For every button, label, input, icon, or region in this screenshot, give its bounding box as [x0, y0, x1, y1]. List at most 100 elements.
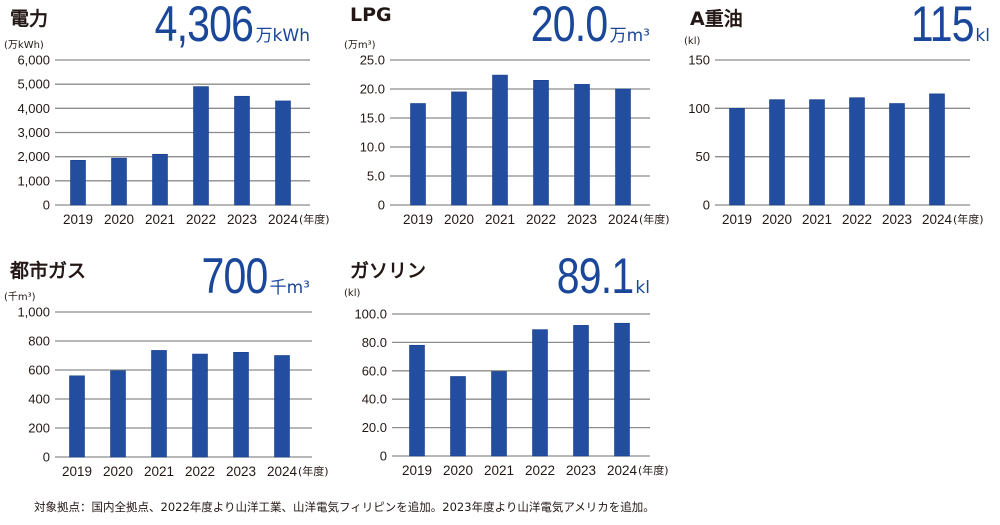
chart-title: 電力 — [10, 8, 49, 30]
x-tick-label: 2020 — [762, 212, 792, 227]
bar — [769, 99, 785, 206]
bar — [492, 74, 508, 206]
chart-panel-gasoline: ガソリン (kl) 89.1 kl 0 20.0 40.0 60.0 80.0 100.0 2… — [340, 250, 670, 492]
x-tick-label: 2023 — [566, 463, 596, 478]
bar — [450, 376, 466, 457]
x-tick-label: 2022 — [842, 212, 872, 227]
x-tick-label: 2022 — [186, 212, 216, 227]
y-tick-label: 80.0 — [362, 335, 387, 350]
y-tick-label: 5,000 — [17, 77, 50, 92]
x-axis-suffix: (年度) — [638, 463, 669, 477]
bar — [809, 99, 825, 206]
chart-title: A重油 — [690, 8, 743, 30]
y-axis-unit: (千m³) — [4, 292, 36, 303]
x-tick-label: 2020 — [444, 212, 474, 227]
bar — [451, 91, 467, 206]
chart-panel-electricity: 電力 (万kWh) 4,306 万kWh 0 1,000 2,000 3,000 4,00… — [0, 0, 330, 240]
headline-unit: 千m³ — [269, 278, 310, 298]
x-tick-label: 2019 — [403, 212, 433, 227]
y-tick-label: 1,000 — [17, 305, 50, 320]
headline-number: 89.1 — [556, 248, 634, 304]
y-tick-label: 800 — [28, 334, 50, 349]
y-tick-label: 3,000 — [17, 125, 50, 140]
y-tick-label: 0 — [43, 198, 50, 213]
x-tick-label: 2024 — [607, 463, 638, 478]
bar — [234, 95, 250, 206]
x-tick-label: 2022 — [526, 212, 556, 227]
chart-panel-lpg: LPG (万m³) 20.0 万m³ 0 5.0 10.0 15.0 20.0 25.0 20… — [340, 0, 670, 240]
y-tick-label: 2,000 — [17, 149, 50, 164]
x-tick-label: 2021 — [802, 212, 832, 227]
chart-panel-heavy-oil-a: A重油 (kl) 115 kl 0 50 100 150 2019 2020 2021 2022… — [680, 0, 1000, 240]
chart-panel-city-gas: 都市ガス (千m³) 700 千m³ 0 200 400 600 800 1,000 2019… — [0, 250, 330, 492]
y-axis-unit: (万m³) — [344, 40, 376, 51]
headline-unit: 万m³ — [609, 26, 650, 46]
x-tick-label: 2020 — [104, 212, 134, 227]
bar — [491, 371, 507, 457]
x-tick-label: 2021 — [484, 463, 514, 478]
x-tick-label: 2024 — [267, 464, 298, 479]
chart-title: 都市ガス — [10, 260, 87, 282]
x-tick-label: 2021 — [145, 212, 175, 227]
bar — [409, 344, 425, 457]
bar — [533, 80, 549, 206]
x-tick-label: 2023 — [882, 212, 912, 227]
x-tick-label: 2023 — [567, 212, 597, 227]
y-axis-unit: (kl) — [344, 288, 361, 299]
bar — [929, 93, 945, 206]
chart-title: ガソリン — [350, 260, 427, 282]
y-tick-label: 0 — [43, 450, 50, 465]
x-tick-label: 2019 — [402, 463, 432, 478]
headline-value: 20.0 万m³ — [514, 0, 650, 50]
bar — [111, 157, 127, 206]
x-tick-label: 2022 — [185, 464, 215, 479]
x-axis-suffix: (年度) — [298, 464, 329, 478]
bar-chart: 0 50 100 150 2019 2020 2021 2022 2023 2024 (年度) — [688, 53, 983, 228]
bar-chart: 0 200 400 600 800 1,000 2019 2020 2021 2022 2023 20… — [17, 305, 329, 480]
bar-chart: 0 20.0 40.0 60.0 80.0 100.0 2019 2020 2021 2022 20… — [354, 307, 669, 479]
x-axis-suffix: (年度) — [639, 212, 670, 226]
y-tick-label: 150 — [688, 53, 710, 68]
y-tick-label: 1,000 — [17, 173, 50, 188]
bar — [193, 86, 209, 206]
headline-unit: 万kWh — [255, 26, 310, 46]
y-tick-label: 100 — [688, 101, 710, 116]
bar — [729, 108, 745, 206]
x-tick-label: 2022 — [525, 463, 555, 478]
x-tick-label: 2024 — [268, 212, 299, 227]
bar-chart: 0 5.0 10.0 15.0 20.0 25.0 2019 2020 2021 2022 2023… — [360, 53, 670, 228]
y-tick-label: 600 — [28, 363, 50, 378]
bar — [152, 153, 168, 206]
bar — [275, 100, 291, 206]
bar — [151, 350, 167, 458]
y-tick-label: 0 — [378, 198, 385, 213]
headline-value: 700 千m³ — [187, 250, 310, 302]
headline-value: 115 kl — [897, 0, 990, 50]
bar — [573, 325, 589, 457]
y-tick-label: 0 — [703, 198, 710, 213]
y-axis-unit: (kl) — [684, 36, 701, 47]
x-tick-label: 2020 — [103, 464, 133, 479]
bar — [110, 370, 126, 458]
x-tick-label: 2021 — [144, 464, 174, 479]
x-tick-label: 2019 — [62, 464, 92, 479]
chart-title: LPG — [350, 4, 392, 26]
headline-value: 4,306 万kWh — [133, 0, 310, 50]
x-tick-label: 2023 — [226, 464, 256, 479]
headline-value: 89.1 kl — [540, 250, 650, 302]
bar — [69, 375, 85, 458]
bar — [233, 352, 249, 458]
headline-number: 20.0 — [531, 0, 608, 52]
x-tick-label: 2021 — [485, 212, 515, 227]
y-tick-label: 5.0 — [367, 169, 385, 184]
x-tick-label: 2019 — [63, 212, 93, 227]
y-tick-label: 10.0 — [360, 140, 385, 155]
bar — [532, 329, 548, 457]
bar — [614, 322, 630, 457]
headline-number: 115 — [910, 0, 975, 52]
y-tick-label: 200 — [28, 421, 50, 436]
y-tick-label: 6,000 — [17, 53, 50, 68]
y-tick-label: 20.0 — [362, 420, 387, 435]
y-tick-label: 25.0 — [360, 53, 385, 68]
y-axis-unit: (万kWh) — [4, 40, 44, 51]
